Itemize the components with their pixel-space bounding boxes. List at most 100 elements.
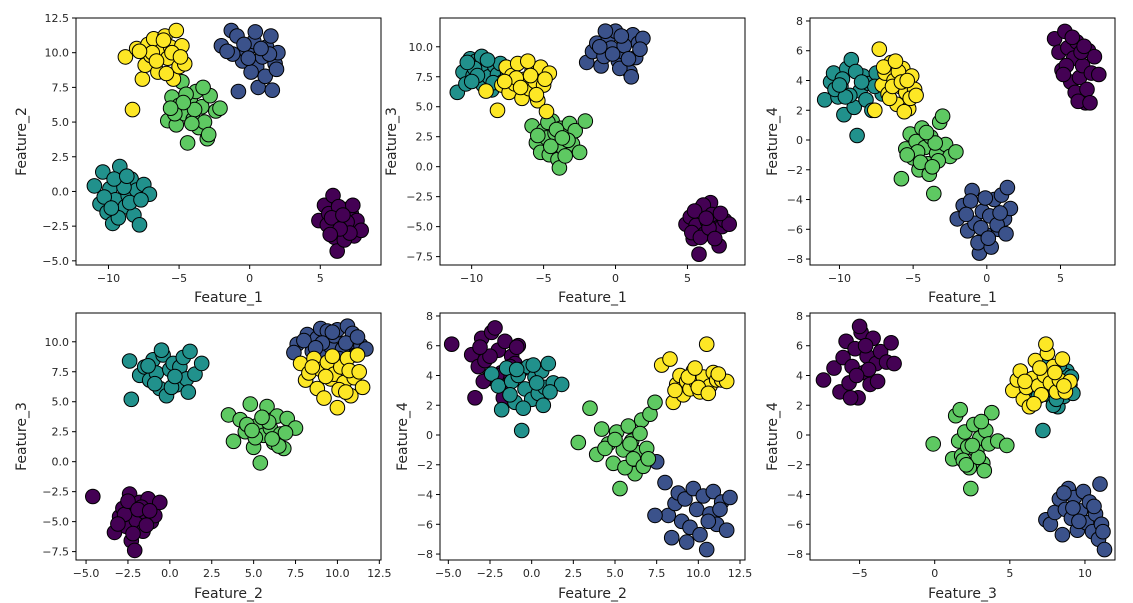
scatter-point: [899, 72, 916, 89]
scatter-point: [345, 197, 361, 214]
scatter-point: [826, 360, 842, 376]
scatter-point: [677, 491, 693, 507]
scatter-point: [593, 421, 610, 437]
scatter-point: [571, 144, 588, 161]
series-cluster_3: [925, 401, 1015, 497]
scatter-point: [502, 387, 518, 403]
series-cluster_0: [311, 187, 370, 259]
scatter-point: [225, 433, 242, 450]
scatter-point: [179, 135, 196, 151]
scatter-point: [554, 130, 571, 146]
series-cluster_3: [893, 108, 964, 202]
scatter-point: [168, 22, 185, 39]
scatter-point: [632, 425, 648, 442]
scatter-point: [1056, 485, 1072, 501]
scatter-point: [721, 216, 738, 232]
scatter-point: [597, 440, 613, 457]
x-tick-label: −5: [905, 272, 921, 285]
scatter-point: [857, 337, 874, 354]
x-tick-label: 2.5: [565, 567, 583, 580]
scatter-point: [193, 355, 210, 372]
y-tick-label: 6: [796, 45, 803, 58]
scatter-point: [883, 335, 899, 351]
scatter-point: [612, 480, 628, 497]
scatter-point: [487, 320, 503, 336]
scatter-point: [508, 361, 525, 378]
y-tick-label: 10.0: [45, 336, 70, 349]
y-tick-label: 6: [796, 340, 803, 353]
scatter-point: [180, 384, 197, 400]
scatter-point: [525, 357, 542, 373]
scatter-point: [998, 226, 1014, 242]
scatter-point: [478, 83, 494, 99]
scatter-point: [212, 100, 228, 116]
scatter-point: [1017, 373, 1033, 390]
scatter-point: [513, 422, 530, 439]
scatter-point: [1091, 66, 1107, 83]
x-tick-label: 5: [1006, 567, 1013, 580]
x-tick-label: 0.0: [161, 567, 179, 580]
scatter-point: [620, 51, 637, 67]
subplot-4: −5.0 −2.5 0.0 2.5 5.0 7.5 10.0 12.5 −7.5 −5.0 −2.5…: [14, 312, 392, 602]
y-tick-label: −8: [417, 548, 433, 561]
scatter-point: [240, 50, 257, 67]
scatter-point: [1054, 526, 1071, 543]
scatter-point: [184, 115, 200, 132]
scatter-point: [153, 342, 170, 359]
series-cluster_1: [647, 454, 738, 558]
scatter-point: [351, 364, 368, 380]
scatter-point: [110, 516, 126, 532]
scatter-point: [138, 517, 155, 534]
x-tick-label: 7.5: [287, 567, 305, 580]
scatter-point: [535, 397, 552, 414]
scatter-point: [705, 483, 722, 500]
series-cluster_1: [286, 318, 374, 367]
scatter-point: [329, 399, 346, 416]
y-tick-label: −8: [787, 253, 803, 266]
y-tick-label: 7.5: [52, 366, 70, 379]
x-axis-label-5: Feature_2: [558, 586, 627, 602]
y-tick-label: 12.5: [45, 12, 70, 25]
plot-area-6: −5 0 5 10 −8 −6 −4 −2 0 2 4 6 8: [787, 310, 1116, 580]
series-cluster_4: [653, 336, 735, 411]
y-tick-label: −6: [417, 518, 433, 531]
y-tick-label: 0: [796, 429, 803, 442]
scatter-point: [964, 437, 981, 454]
axes-frame: [439, 17, 746, 266]
x-tick-label: 5.0: [606, 567, 624, 580]
scatter-point: [338, 384, 354, 400]
series-cluster_2: [86, 158, 158, 233]
scatter-point: [472, 339, 488, 356]
scatter-point: [707, 230, 723, 247]
x-tick-label: 0: [983, 272, 990, 285]
y-tick-label: 10.0: [409, 41, 434, 54]
y-tick-label: −2.5: [406, 191, 433, 204]
scatter-point: [277, 425, 294, 441]
y-tick-label: −5.0: [42, 516, 69, 529]
x-tick-label: 5: [684, 272, 691, 285]
scatter-point: [257, 68, 274, 85]
scatter-point: [815, 372, 832, 388]
scatter-point: [322, 226, 339, 243]
scatter-point: [604, 46, 621, 62]
y-tick-label: −5.0: [42, 255, 69, 268]
y-tick-label: 4: [426, 369, 433, 382]
series-cluster_4: [1005, 336, 1078, 415]
y-tick-label: 5.0: [416, 101, 434, 114]
scatter-point: [119, 168, 135, 184]
x-tick-label: 5: [1057, 272, 1064, 285]
x-axis-label-2: Feature_1: [558, 290, 627, 306]
scatter-point: [520, 53, 536, 70]
y-axis-label-3: Feature_4: [765, 107, 781, 176]
y-tick-label: 0: [796, 134, 803, 147]
scatter-point: [999, 437, 1015, 454]
scatter-point: [557, 148, 574, 164]
scatter-point: [896, 103, 913, 120]
y-tick-label: 10.0: [45, 47, 70, 60]
scatter-point: [869, 373, 886, 390]
series-cluster_1: [949, 179, 1019, 261]
scatter-point: [1047, 364, 1063, 381]
scatter-point: [887, 53, 904, 70]
scatter-point: [86, 178, 103, 194]
y-tick-label: 0.0: [52, 185, 70, 198]
